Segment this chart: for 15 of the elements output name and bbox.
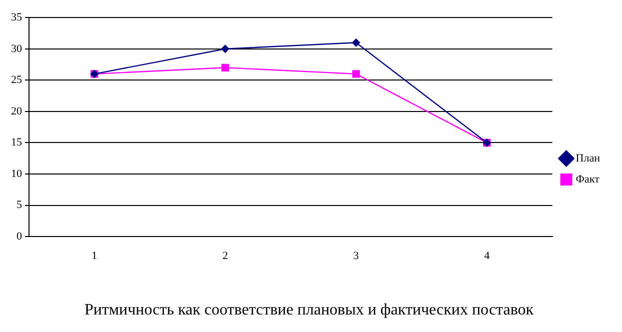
x-tick-label: 1 [92,250,98,262]
legend-label: Факт [576,173,600,186]
y-tick-label: 15 [11,136,22,149]
y-tick-label: 35 [11,11,22,24]
legend-label: План [576,152,600,164]
y-tick-label: 10 [11,168,22,180]
y-tick-label: 20 [11,105,22,118]
y-tick-label: 30 [11,42,22,55]
y-tick-label: 5 [16,199,22,212]
y-tick-label: 25 [11,74,22,86]
x-tick-label: 4 [484,250,490,262]
text: Ритмичность как соответствие плановых и фактических поставок [84,302,534,319]
x-tick-label: 3 [353,250,360,262]
y-tick-label: 0 [16,230,22,242]
x-tick-label: 2 [222,250,228,262]
